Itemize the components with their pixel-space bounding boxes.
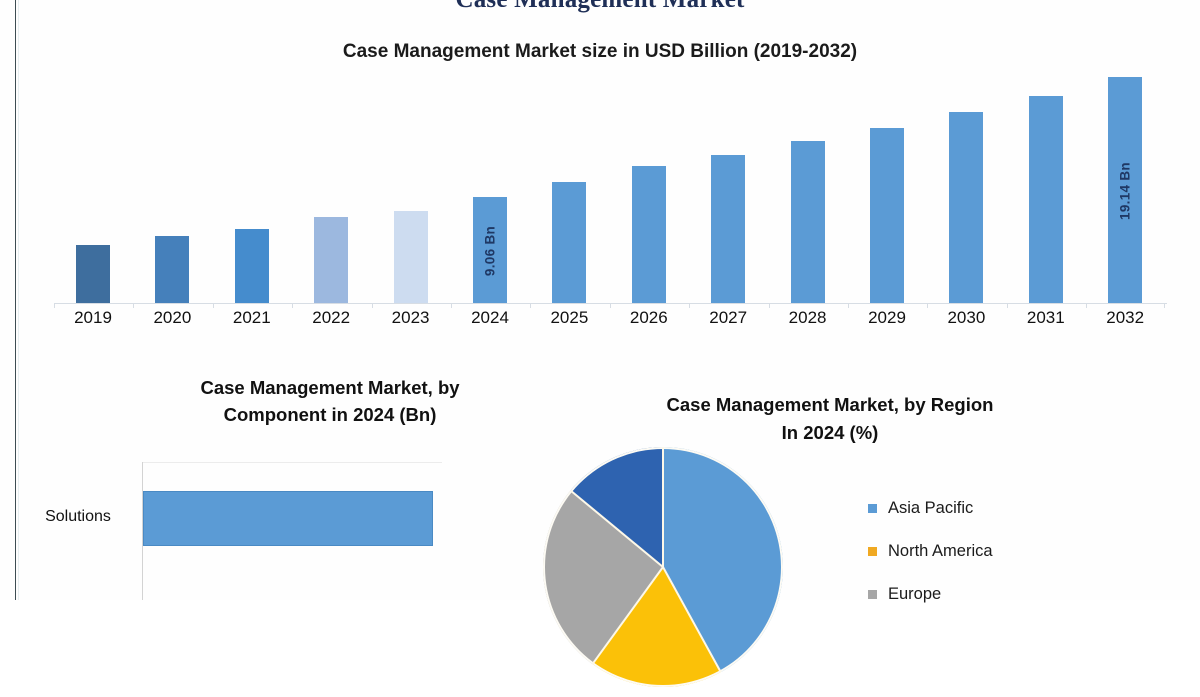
bar-2022 — [314, 217, 349, 304]
x-axis-tick — [530, 303, 532, 308]
bar-2028 — [790, 141, 825, 304]
x-axis-tick — [927, 303, 929, 308]
x-axis-label-2022: 2022 — [312, 308, 351, 327]
legend-item-europe: Europe — [868, 573, 1098, 616]
region-chart-title: Case Management Market, by Region In 202… — [570, 391, 1090, 447]
bar-chart-title: Case Management Market size in USD Billi… — [342, 41, 858, 62]
x-axis-label-2032: 2032 — [1106, 308, 1145, 327]
bar-2020 — [155, 236, 190, 304]
region-legend: Asia Pacific North America Europe — [868, 487, 1098, 616]
component-chart-title-line1: Case Management Market, by — [200, 377, 460, 398]
bar-2019 — [76, 245, 110, 304]
component-chart-title: Case Management Market, by Component in … — [85, 374, 575, 428]
x-axis-label-2025: 2025 — [550, 308, 589, 327]
x-axis-tick — [848, 303, 849, 308]
bar-chart-x-axis-labels: 2019 2020 2021 2022 2023 2024 2025 2026 2027 2028… — [0, 308, 1200, 332]
x-axis-label-2024: 2024 — [471, 308, 509, 327]
component-chart-top-gridline — [142, 462, 442, 463]
bar-value-label-2032: 19.14 Bn — [1117, 161, 1133, 220]
x-axis-tick — [451, 303, 452, 308]
pie-slice-separator — [569, 489, 664, 568]
bar-2029 — [870, 128, 904, 304]
x-axis-label-2030: 2030 — [947, 308, 986, 327]
bar-2025 — [552, 182, 587, 304]
legend-swatch-icon — [868, 547, 877, 556]
x-axis-label-2031: 2031 — [1026, 308, 1065, 327]
legend-label: North America — [888, 542, 993, 560]
component-category-label: Solutions — [45, 508, 111, 525]
bar-2032: 19.14 Bn — [1108, 77, 1143, 304]
x-axis-tick — [54, 303, 55, 308]
x-axis-tick — [1006, 303, 1008, 308]
region-pie-chart — [543, 447, 793, 697]
x-axis-label-2027: 2027 — [709, 308, 748, 327]
bar-2026 — [631, 166, 666, 304]
bar-2027 — [711, 155, 746, 304]
x-axis-tick — [212, 303, 214, 308]
pie-slice-separator — [662, 447, 664, 567]
bar-2023 — [393, 211, 428, 304]
x-axis-label-2029: 2029 — [868, 308, 906, 327]
bar-2031 — [1028, 96, 1063, 304]
legend-item-north-america: North America — [868, 530, 1098, 573]
region-chart-title-line1: Case Management Market, by Region — [666, 394, 994, 415]
component-bar-solutions — [143, 491, 433, 546]
x-axis-tick — [371, 303, 373, 308]
x-axis-label-2023: 2023 — [391, 308, 430, 327]
left-border-rule — [15, 0, 16, 600]
legend-swatch-icon — [868, 504, 877, 513]
bar-2021 — [234, 229, 269, 304]
x-axis-tick — [292, 303, 294, 308]
bar-2024: 9.06 Bn — [473, 197, 507, 304]
component-chart-axis-line — [142, 462, 143, 600]
x-axis-tick — [768, 303, 770, 308]
x-axis-label-2021: 2021 — [232, 308, 271, 327]
x-axis-label-2020: 2020 — [153, 308, 192, 327]
x-axis-tick — [133, 303, 135, 308]
component-chart-title-line2: Component in 2024 (Bn) — [223, 404, 437, 425]
bar-value-label-2024: 9.06 Bn — [482, 225, 498, 276]
x-axis-tick — [689, 303, 691, 308]
x-axis-label-2026: 2026 — [629, 308, 668, 327]
bar-chart-plot-area: 9.06 Bn 19.14 Bn — [55, 62, 1165, 304]
legend-swatch-icon — [868, 590, 877, 599]
x-axis-tick — [609, 303, 611, 308]
left-border-rule-secondary — [18, 0, 19, 600]
page-title: Case Management Market — [0, 0, 1200, 14]
pie-slices — [543, 447, 783, 687]
legend-label: Europe — [888, 585, 942, 603]
pie-slice-separator — [591, 566, 664, 665]
x-axis-label-2019: 2019 — [74, 308, 112, 327]
x-axis-label-2028: 2028 — [788, 308, 827, 327]
x-axis-tick — [1086, 303, 1088, 308]
region-chart-title-line2: In 2024 (%) — [781, 422, 879, 443]
x-axis-tick — [1164, 303, 1166, 308]
legend-item-asia-pacific: Asia Pacific — [868, 487, 1098, 530]
legend-label: Asia Pacific — [888, 499, 974, 517]
bar-2030 — [949, 112, 984, 304]
pie-slice-separator — [662, 566, 722, 673]
bar-chart-axis-line — [55, 303, 1167, 304]
